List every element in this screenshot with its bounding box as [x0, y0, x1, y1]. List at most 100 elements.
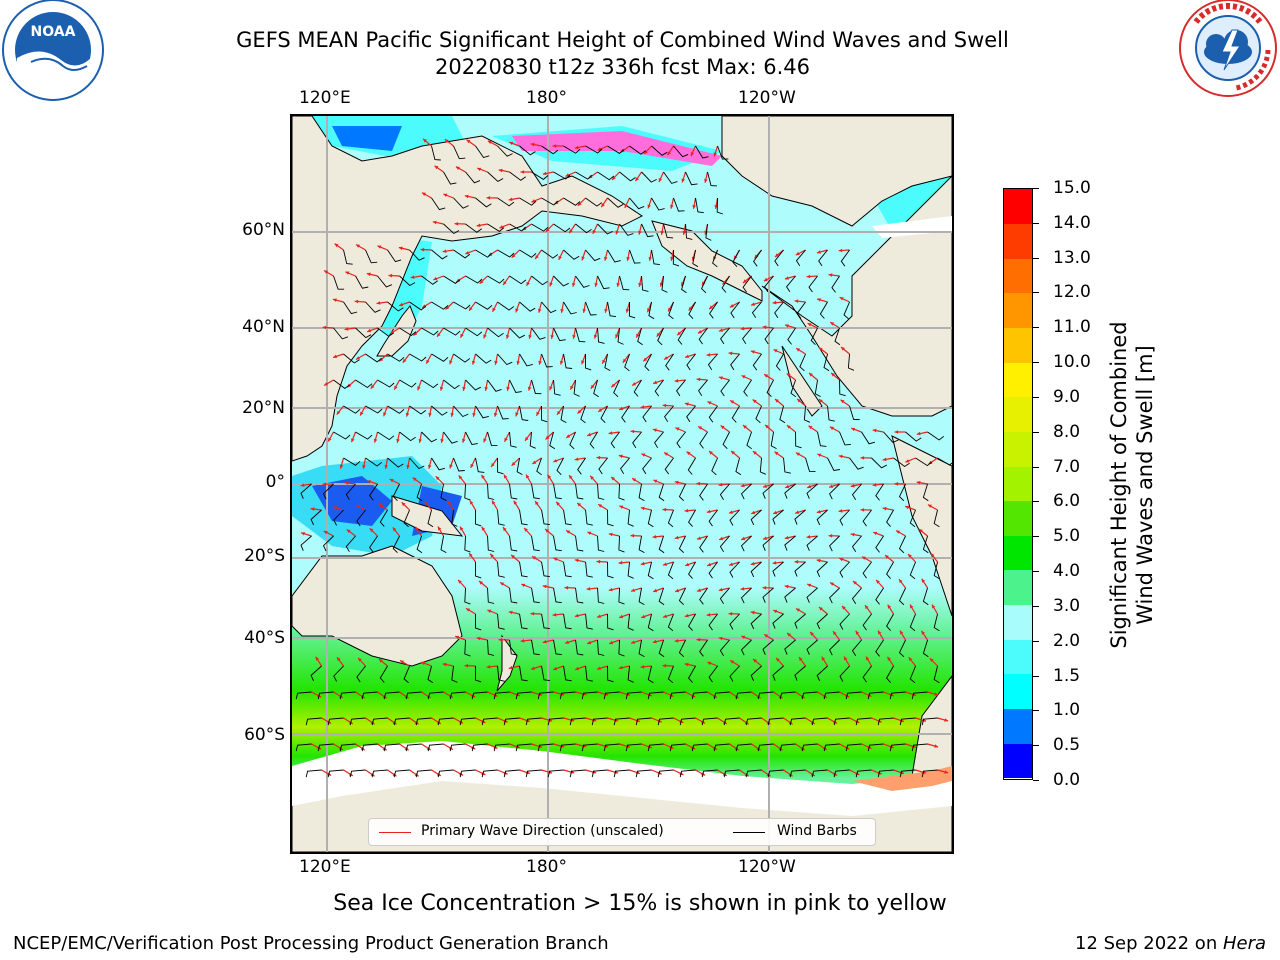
- wave-arrow-head: [934, 692, 939, 696]
- wind-barb: [829, 639, 840, 656]
- wave-arrow-head: [377, 245, 382, 249]
- wave-arrow-head: [640, 665, 645, 669]
- wind-barb: [750, 665, 762, 682]
- wind-barb: [861, 431, 876, 445]
- wave-arrow-head: [608, 532, 613, 537]
- wave-arrow-head: [460, 333, 464, 338]
- wave-arrow-head: [707, 661, 712, 666]
- wind-barb: [676, 431, 686, 449]
- wind-barb: [692, 249, 699, 268]
- wind-barb: [883, 431, 899, 443]
- wind-barb: [475, 145, 490, 159]
- wave-arrow-head: [706, 353, 711, 357]
- wind-barb: [750, 561, 762, 578]
- wind-barb: [365, 301, 381, 313]
- wind-barb: [840, 249, 850, 267]
- wave-arrow-head: [611, 476, 615, 481]
- wave-arrow-head: [740, 326, 745, 331]
- wave-arrow-head: [455, 635, 460, 640]
- colorbar-tick-label: 0.0: [1053, 770, 1081, 790]
- wave-arrow-head: [795, 510, 799, 514]
- wind-barb: [638, 535, 645, 553]
- wind-barb: [475, 561, 482, 579]
- wind-barb: [867, 743, 884, 752]
- wind-barb: [705, 223, 712, 241]
- wind-barb: [889, 743, 906, 752]
- wind-barb: [598, 457, 608, 475]
- wind-barb: [575, 483, 584, 500]
- wave-arrow-head: [641, 614, 646, 619]
- wind-barb: [833, 717, 850, 726]
- wind-barb: [515, 691, 532, 700]
- wind-barb: [905, 431, 922, 442]
- wind-barb: [641, 275, 649, 292]
- wave-arrow-head: [575, 666, 580, 671]
- wind-barb: [823, 353, 830, 372]
- wave-arrow-head: [707, 562, 712, 567]
- wind-barb: [742, 327, 752, 345]
- wave-arrow-head: [796, 608, 800, 612]
- wind-barb: [678, 483, 686, 502]
- wave-arrow-head: [574, 558, 579, 563]
- wind-barb: [686, 405, 696, 423]
- wind-barb: [613, 769, 630, 778]
- wind-barb: [871, 457, 888, 469]
- wave-arrow-head: [625, 308, 630, 313]
- wave-arrow-head: [598, 408, 603, 412]
- wind-barb: [379, 509, 388, 527]
- wind-barb: [849, 405, 860, 420]
- wind-barb: [399, 327, 417, 337]
- wave-arrow-head: [730, 400, 735, 404]
- wave-arrow-head: [638, 230, 642, 235]
- wind-barb: [762, 535, 774, 551]
- lon-label-top-120w: 120°W: [738, 88, 796, 108]
- wave-arrow-head: [816, 250, 821, 254]
- wind-barb: [708, 665, 718, 683]
- wind-barb: [416, 535, 423, 554]
- wave-arrow-head: [718, 636, 723, 641]
- wave-arrow-head: [828, 534, 833, 538]
- wind-barb: [475, 509, 482, 527]
- wind-barb: [449, 743, 466, 752]
- wind-barb: [699, 483, 708, 501]
- wave-arrow-head: [838, 454, 843, 459]
- colorbar-segment: [1004, 396, 1032, 432]
- wind-barb: [541, 197, 559, 206]
- wind-barb: [509, 327, 526, 339]
- wave-arrow-head: [878, 630, 882, 635]
- wind-barb: [593, 379, 599, 398]
- wave-arrow-head: [838, 248, 843, 253]
- wave-arrow-head: [674, 480, 679, 485]
- wave-arrow-head: [594, 283, 598, 287]
- wind-barb: [403, 509, 410, 528]
- wind-barb: [620, 457, 630, 475]
- wave-arrow-head: [449, 464, 453, 469]
- wind-barb: [701, 717, 718, 726]
- wind-barb: [585, 613, 593, 630]
- legend-swatch-wind-barbs: [733, 832, 765, 833]
- wind-barb: [933, 613, 940, 632]
- colorbar-tick: [1033, 536, 1039, 538]
- wave-arrow-head: [818, 347, 823, 351]
- wave-arrow-head: [336, 410, 341, 415]
- wave-arrow-head: [750, 561, 755, 566]
- wind-barb: [343, 353, 360, 364]
- wave-arrow-head: [337, 657, 341, 662]
- wave-arrow-head: [322, 325, 327, 330]
- wave-arrow-head: [860, 508, 865, 512]
- wave-arrow-head: [667, 151, 671, 156]
- wave-arrow-head: [542, 639, 547, 644]
- wave-arrow-head: [498, 168, 503, 173]
- wave-arrow-head: [631, 588, 635, 592]
- wind-barb: [355, 327, 372, 339]
- wind-barb: [673, 145, 689, 158]
- colorbar-segment: [1004, 223, 1032, 259]
- wave-arrow-head: [772, 300, 777, 305]
- wind-barb: [795, 249, 806, 267]
- wind-barb: [729, 561, 740, 578]
- wave-arrow-head: [882, 457, 887, 462]
- footer-host: Hera: [1222, 933, 1266, 954]
- wave-arrow-head: [764, 634, 769, 638]
- wind-barb: [810, 327, 818, 346]
- wind-barb: [537, 691, 554, 700]
